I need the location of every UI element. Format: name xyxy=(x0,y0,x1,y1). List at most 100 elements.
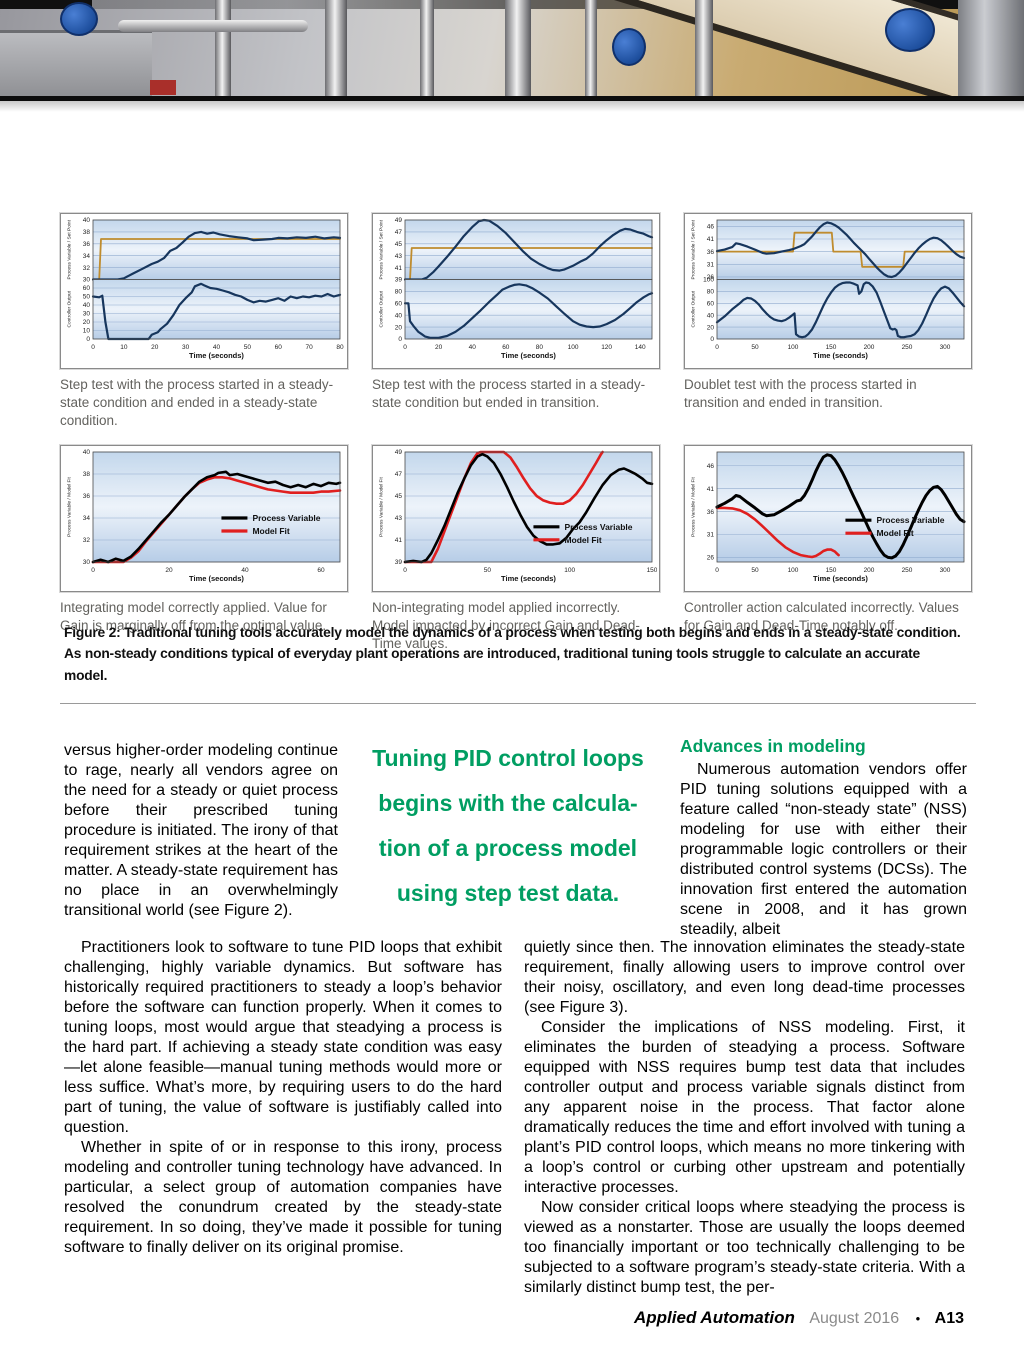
svg-text:250: 250 xyxy=(902,567,913,574)
photo-pipe xyxy=(505,0,531,97)
svg-text:10: 10 xyxy=(120,344,128,351)
svg-text:Model Fit: Model Fit xyxy=(252,526,289,536)
paragraph: quietly since then. The innovation elimi… xyxy=(524,939,965,1016)
svg-text:49: 49 xyxy=(395,217,403,224)
svg-text:40: 40 xyxy=(213,344,221,351)
svg-text:200: 200 xyxy=(864,567,875,574)
chart-caption: Step test with the process started in a … xyxy=(60,377,334,428)
svg-text:46: 46 xyxy=(707,463,715,470)
svg-text:26: 26 xyxy=(707,274,715,281)
svg-text:40: 40 xyxy=(83,217,91,224)
svg-text:30: 30 xyxy=(83,560,91,567)
svg-text:41: 41 xyxy=(395,538,403,545)
photo-pipe xyxy=(585,0,597,97)
svg-text:70: 70 xyxy=(306,344,314,351)
svg-text:Controller Output: Controller Output xyxy=(691,290,697,327)
svg-text:60: 60 xyxy=(502,344,510,351)
chart-svg-step-test-steady: 30 32 34 36 38 40 Process Variable / Set Point… xyxy=(67,217,344,360)
svg-text:250: 250 xyxy=(902,344,913,351)
svg-text:300: 300 xyxy=(940,567,951,574)
svg-text:Process Variable / Model Fit: Process Variable / Model Fit xyxy=(379,477,385,537)
svg-text:45: 45 xyxy=(395,241,403,248)
chart-caption: Controller action calculated incorrectly… xyxy=(684,600,959,634)
svg-text:50: 50 xyxy=(484,567,492,574)
svg-text:40: 40 xyxy=(83,302,91,309)
svg-text:20: 20 xyxy=(165,567,173,574)
figure-cell: 26 31 36 41 46 Process Variable / Set Point 0 2… xyxy=(684,213,972,429)
svg-text:50: 50 xyxy=(244,344,252,351)
photo-steel-cabinet xyxy=(0,30,152,97)
svg-text:Process Variable / Set Point: Process Variable / Set Point xyxy=(691,219,697,279)
svg-text:50: 50 xyxy=(751,567,759,574)
svg-text:41: 41 xyxy=(395,265,403,272)
photo-pipe xyxy=(420,0,434,97)
svg-text:0: 0 xyxy=(715,344,719,351)
article-column-right-bottom: quietly since then. The innovation elimi… xyxy=(524,938,965,1298)
svg-text:20: 20 xyxy=(435,344,443,351)
svg-text:46: 46 xyxy=(707,224,715,231)
svg-text:31: 31 xyxy=(707,262,715,269)
svg-text:Time (seconds): Time (seconds) xyxy=(189,351,244,360)
svg-text:30: 30 xyxy=(83,277,91,284)
svg-text:140: 140 xyxy=(635,344,646,351)
header-photo xyxy=(0,0,1024,97)
chart-svg-integrating-model: 30 32 34 36 38 40 Process Variable / Model Fit… xyxy=(67,450,342,583)
photo-pipe xyxy=(695,0,713,97)
svg-text:40: 40 xyxy=(395,312,403,319)
svg-text:60: 60 xyxy=(83,285,91,292)
figure-cell: 26 31 36 41 46 Process Variable / Model Fit 0 5… xyxy=(684,445,972,652)
chart-step-test-transition: 39 41 43 45 47 49 Process Variable / Set Point… xyxy=(372,213,660,369)
figure-2-grid: 30 32 34 36 38 40 Process Variable / Set Point… xyxy=(60,213,976,653)
svg-text:150: 150 xyxy=(826,567,837,574)
svg-text:20: 20 xyxy=(83,319,91,326)
svg-text:Process Variable: Process Variable xyxy=(564,522,632,532)
svg-text:36: 36 xyxy=(83,241,91,248)
chart-integrating-model: 30 32 34 36 38 40 Process Variable / Model Fit… xyxy=(60,445,348,593)
svg-text:20: 20 xyxy=(707,324,715,331)
page-footer: Applied Automation August 2016 • A13 xyxy=(634,1308,964,1328)
svg-text:38: 38 xyxy=(83,472,91,479)
photo-steel-column xyxy=(958,0,1024,97)
svg-text:Process Variable / Model Fit: Process Variable / Model Fit xyxy=(67,477,73,537)
svg-text:0: 0 xyxy=(403,567,407,574)
svg-text:Time (seconds): Time (seconds) xyxy=(189,574,244,583)
svg-text:80: 80 xyxy=(336,344,344,351)
svg-text:0: 0 xyxy=(715,567,719,574)
paragraph: Now consider critical loops where steady… xyxy=(524,1199,965,1296)
svg-text:39: 39 xyxy=(395,560,403,567)
figure-cell: 30 32 34 36 38 40 Process Variable / Set Point… xyxy=(60,213,348,429)
figure-cell: 39 41 43 45 47 49 Process Variable / Model Fit… xyxy=(372,445,660,652)
svg-text:47: 47 xyxy=(395,229,403,236)
svg-text:10: 10 xyxy=(83,328,91,335)
chart-svg-controller-action: 26 31 36 41 46 Process Variable / Model Fit 0 5… xyxy=(691,452,966,583)
chart-caption: Doublet test with the process started in… xyxy=(684,377,917,410)
svg-text:40: 40 xyxy=(469,344,477,351)
page-number: A13 xyxy=(934,1310,964,1327)
svg-text:100: 100 xyxy=(788,567,799,574)
figure-cell: 30 32 34 36 38 40 Process Variable / Model Fit… xyxy=(60,445,348,652)
svg-text:36: 36 xyxy=(83,494,91,501)
svg-text:45: 45 xyxy=(395,494,403,501)
svg-text:43: 43 xyxy=(395,253,403,260)
chart-caption: Non-integrating model applied incorrectl… xyxy=(372,600,640,652)
svg-text:30: 30 xyxy=(182,344,190,351)
svg-text:100: 100 xyxy=(568,344,579,351)
svg-text:31: 31 xyxy=(707,532,715,539)
svg-text:60: 60 xyxy=(317,567,325,574)
pull-quote: Tuning PID control loops begins with the… xyxy=(372,745,644,906)
svg-text:40: 40 xyxy=(241,567,249,574)
figure-2-caption: Figure 2: Traditional tuning tools accur… xyxy=(64,625,961,683)
svg-text:36: 36 xyxy=(707,249,715,256)
paragraph: Numerous automation vendors offer PID tu… xyxy=(680,761,967,938)
svg-text:30: 30 xyxy=(83,311,91,318)
svg-text:80: 80 xyxy=(395,289,403,296)
issue-date: August 2016 xyxy=(809,1310,900,1327)
svg-text:Process Variable / Set Point: Process Variable / Set Point xyxy=(67,219,73,279)
svg-text:Process Variable / Model Fit: Process Variable / Model Fit xyxy=(691,477,697,537)
svg-text:41: 41 xyxy=(707,236,715,243)
paragraph: Practitioners look to software to tune P… xyxy=(64,939,502,1136)
svg-text:47: 47 xyxy=(395,472,403,479)
svg-text:120: 120 xyxy=(601,344,612,351)
chart-step-test-steady: 30 32 34 36 38 40 Process Variable / Set Point… xyxy=(60,213,348,369)
svg-text:Process Variable: Process Variable xyxy=(876,516,944,526)
